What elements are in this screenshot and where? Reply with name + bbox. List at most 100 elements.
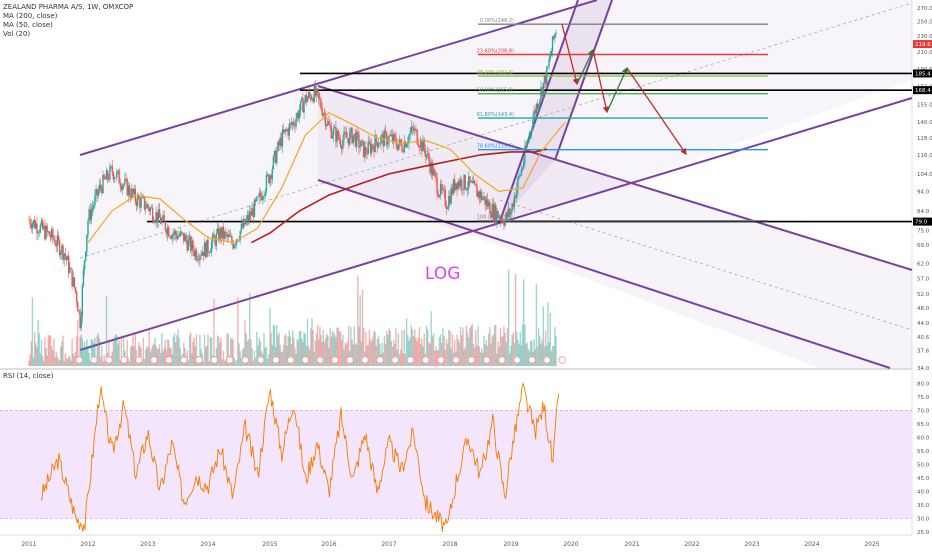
rsi-label: RSI (14, close) xyxy=(3,372,54,380)
candle-body xyxy=(318,92,320,99)
candle-body xyxy=(89,209,92,220)
candle-body xyxy=(239,230,241,241)
candle-body xyxy=(294,125,296,127)
candle-body xyxy=(502,218,504,223)
candle-body xyxy=(254,199,257,202)
volume-bar xyxy=(328,347,330,366)
volume-bar xyxy=(158,344,161,366)
volume-bar xyxy=(259,341,262,366)
volume-bar xyxy=(526,342,528,366)
volume-bar xyxy=(281,351,284,366)
volume-bar xyxy=(313,351,315,366)
volume-bar xyxy=(529,340,532,366)
candle-body xyxy=(129,194,132,199)
volume-bar xyxy=(323,341,326,366)
arrow-up-2 xyxy=(606,66,628,113)
candle-body xyxy=(155,212,157,222)
volume-bar xyxy=(287,336,289,366)
volume-bar xyxy=(439,334,442,366)
volume-bar xyxy=(331,330,334,366)
candle-body xyxy=(448,196,450,208)
volume-bar xyxy=(518,344,520,366)
candle-body xyxy=(304,95,306,103)
volume-bar xyxy=(103,355,105,366)
volume-bar xyxy=(203,334,206,366)
volume-bar xyxy=(163,347,165,366)
volume-bar xyxy=(265,346,268,366)
volume-bar xyxy=(505,342,508,366)
candle-body xyxy=(432,169,435,176)
volume-bar xyxy=(90,339,93,366)
candle-body xyxy=(496,211,498,222)
candle-body xyxy=(298,110,301,119)
price-tick-label: 155.0 xyxy=(917,103,932,109)
candle-body xyxy=(53,238,55,241)
volume-bar xyxy=(335,337,337,366)
level-tag-3-bg xyxy=(913,217,932,226)
candle-body xyxy=(436,177,438,195)
candle-body xyxy=(43,225,45,229)
volume-bar xyxy=(193,337,195,366)
candle-body xyxy=(551,36,554,52)
earnings-marker xyxy=(346,356,354,364)
volume-bar xyxy=(301,338,303,366)
candle-body xyxy=(245,219,247,225)
candle-body xyxy=(471,181,473,184)
volume-bar xyxy=(238,343,240,366)
volume-bar xyxy=(39,353,42,366)
candle-body xyxy=(262,196,264,201)
candle-body xyxy=(56,235,59,247)
year-tick-label: 2020 xyxy=(563,541,578,548)
earnings-marker xyxy=(241,356,249,364)
candle-body xyxy=(555,32,557,34)
candle-body xyxy=(520,169,523,176)
volume-bar xyxy=(118,340,120,366)
candle-body xyxy=(274,151,277,164)
candle-body xyxy=(446,207,449,209)
volume-bar xyxy=(448,330,450,366)
candle-body xyxy=(231,235,233,243)
candle-body xyxy=(252,208,255,217)
candle-body xyxy=(187,239,190,251)
earnings-marker xyxy=(195,356,203,364)
volume-bar xyxy=(373,330,375,366)
candle-body xyxy=(127,185,130,196)
volume-bar xyxy=(114,334,117,366)
volume-bar xyxy=(417,337,420,366)
volume-bar xyxy=(550,351,553,366)
candle-body xyxy=(174,230,177,236)
candle-body xyxy=(511,203,513,212)
candle-body xyxy=(465,188,468,190)
volume-legend: Vol (20) xyxy=(3,30,31,38)
steep-channel-upper xyxy=(554,0,613,161)
volume-bar xyxy=(149,351,152,366)
price-tick-label: 44.0 xyxy=(917,321,930,327)
volume-bar xyxy=(434,350,436,366)
volume-bar xyxy=(544,330,547,366)
current-price-tag-bg xyxy=(913,40,932,49)
candle-body xyxy=(349,131,351,145)
volume-bar xyxy=(390,340,393,366)
candle-body xyxy=(73,277,76,288)
candle-body xyxy=(375,135,378,142)
volume-bar xyxy=(73,355,76,366)
candle-body xyxy=(234,244,237,245)
candle-body xyxy=(269,175,271,184)
volume-bar xyxy=(128,361,131,366)
candle-body xyxy=(169,236,171,238)
candle-body xyxy=(166,227,169,235)
candle-body xyxy=(279,137,281,146)
candle-body xyxy=(339,139,342,147)
volume-bar xyxy=(445,339,448,366)
candle-body xyxy=(327,121,329,125)
candle-body xyxy=(411,126,414,129)
volume-bar xyxy=(449,330,451,366)
candle-body xyxy=(419,139,422,148)
candle-body xyxy=(344,131,346,134)
volume-bar xyxy=(28,360,30,366)
volume-bar xyxy=(377,335,380,366)
candle-body xyxy=(258,192,260,197)
candle-body xyxy=(329,124,331,127)
volume-bar xyxy=(516,331,518,366)
main-channel-upper xyxy=(79,0,598,156)
